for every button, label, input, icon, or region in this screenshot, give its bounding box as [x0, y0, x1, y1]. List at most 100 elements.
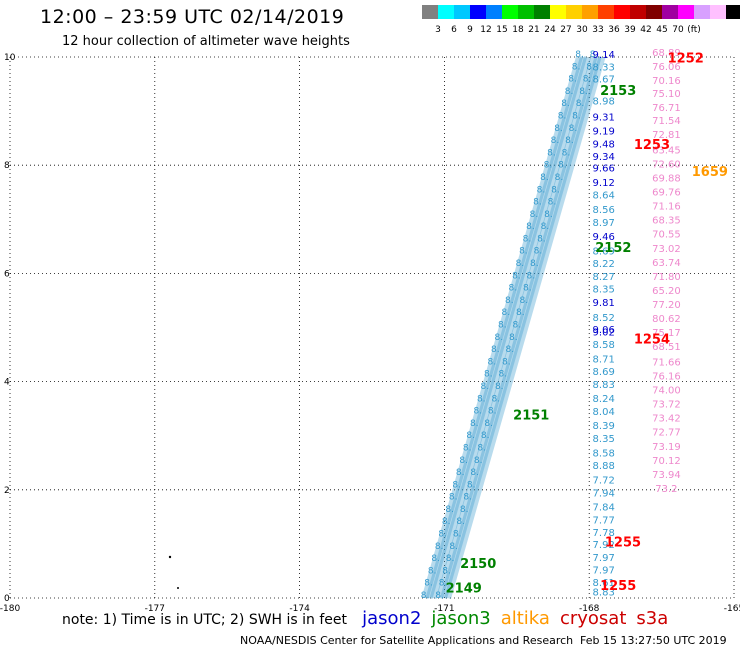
data-label: 8.69 [593, 367, 615, 378]
color-scale-label: 33 [592, 25, 603, 35]
track-value-mark: 8. [548, 198, 557, 208]
y-tick-label: 2 [4, 486, 10, 496]
track-value-mark: 8. [530, 259, 539, 269]
data-label: 8.58 [593, 448, 615, 459]
color-swatch [438, 5, 454, 19]
color-swatch [694, 5, 710, 19]
series-values: 8.338.678.988.648.568.978.698.228.278.35… [593, 63, 615, 599]
data-label: 8.35 [593, 284, 615, 295]
track-value-mark: 8. [568, 75, 577, 85]
track-value-mark: 8. [449, 542, 458, 552]
data-label: 7.94 [593, 488, 615, 499]
track-value-mark: 8. [442, 517, 451, 527]
pass-number-label: 1252 [668, 51, 704, 66]
x-tick-label: -174 [289, 604, 310, 614]
track-value-mark: 8. [488, 407, 497, 417]
track-value-mark: 8. [558, 111, 567, 121]
track-value-mark: 8. [467, 480, 476, 490]
data-label: 68.35 [652, 216, 681, 227]
legend-note: note: 1) Time is in UTC; 2) SWH is in fe… [62, 612, 348, 628]
track-value-mark: 8. [519, 247, 528, 257]
data-label: 9.12 [593, 178, 615, 189]
color-scale-label: 70 [672, 25, 684, 35]
pass-number-label: 2152 [595, 241, 631, 256]
color-swatch [582, 5, 598, 19]
color-swatch [534, 5, 550, 19]
pass-number-label: 1254 [634, 333, 670, 348]
data-label: 8.27 [593, 272, 615, 283]
pass-number-label: 1253 [634, 138, 670, 153]
grid [9, 56, 735, 599]
track-value-mark: 8. [470, 468, 479, 478]
track-value-mark: 8. [523, 284, 532, 294]
legend-entry-cryosat: cryosat [559, 608, 627, 629]
track-value-mark: 8. [572, 62, 581, 72]
track-value-mark: 8. [575, 50, 584, 60]
data-label: 73.72 [652, 400, 681, 411]
track-value-mark: 8. [424, 579, 433, 589]
color-scale-label: 18 [512, 25, 524, 35]
track-band [440, 56, 602, 599]
data-label: 73.02 [652, 244, 681, 255]
data-label: 8.61 [593, 578, 615, 589]
track-value-mark: 8. [576, 99, 585, 109]
track-value-mark: 8. [534, 247, 543, 257]
track-value-mark: 8. [477, 394, 486, 404]
track-value-mark: 8. [463, 443, 472, 453]
track-value-mark: 8. [513, 321, 522, 331]
diagonal-track: 8.8.8.8.8.8.8.8.8.8.8.8.8.8.8.8.8.8.8.8.… [435, 50, 606, 601]
color-scale-label: 27 [560, 25, 571, 35]
data-label: 9.14 [593, 50, 615, 61]
data-label: 65.20 [652, 286, 681, 297]
data-label: 68.51 [652, 342, 681, 353]
track-value-mark: 8. [544, 210, 553, 220]
track-value-mark: 8. [481, 431, 490, 441]
point-mark [168, 555, 172, 559]
chart-legend: note: 1) Time is in UTC; 2) SWH is in fe… [62, 608, 668, 629]
track-value-mark: 8. [586, 62, 595, 72]
diagonal-track: 8.8.8.8.8.8.8.8.8.8.8.8.8.8.8.8.8.8.8.8.… [421, 50, 591, 601]
color-scale-label: 39 [624, 25, 636, 35]
track-value-mark: 8. [572, 111, 581, 121]
track-value-mark: 8. [498, 370, 507, 380]
track-value-mark: 8. [544, 161, 553, 171]
data-label: 8.58 [593, 340, 615, 351]
track-value-mark: 8. [551, 136, 560, 146]
data-label: 71.16 [652, 202, 681, 213]
y-tick-label: 10 [4, 53, 16, 63]
data-label: 8.83 [593, 380, 615, 391]
x-tick-label: -180 [0, 604, 20, 614]
track-value-mark: 8. [449, 493, 458, 503]
satellite-legend: jason2 jason3 altika cryosat s3a [352, 608, 668, 629]
track-value-mark: 8. [583, 75, 592, 85]
data-label: 8.35 [593, 434, 615, 445]
data-label: 7.92 [593, 540, 615, 551]
color-swatch [566, 5, 582, 19]
data-label: 72.77 [652, 428, 681, 439]
color-swatch [662, 5, 678, 19]
data-label: 76.16 [652, 371, 681, 382]
track-value-mark: 8. [445, 505, 454, 515]
track-band [436, 56, 598, 599]
data-label: 9.66 [593, 164, 615, 175]
track-value-mark: 8. [431, 554, 440, 564]
color-swatch [470, 5, 486, 19]
track-value-mark: 8. [480, 382, 489, 392]
track-value-mark: 8. [421, 591, 430, 601]
color-swatch [518, 5, 534, 19]
legend-entry-jason2: jason2 [362, 608, 422, 629]
color-scale-label: 30 [576, 25, 588, 35]
track-value-mark: 8. [463, 493, 472, 503]
track-value-mark: 8. [474, 456, 483, 466]
data-label: 70.16 [652, 76, 681, 87]
credit-line: NOAA/NESDIS Center for Satellite Applica… [240, 634, 574, 647]
data-label: 68.89 [652, 48, 681, 59]
data-label: 7.77 [593, 515, 615, 526]
data-label: 8.56 [593, 205, 615, 216]
track-value-mark: 8. [537, 234, 546, 244]
color-swatch [598, 5, 614, 19]
data-label: 76.71 [652, 103, 681, 114]
data-label: 75.17 [652, 328, 681, 339]
data-label: 8.24 [593, 394, 615, 405]
